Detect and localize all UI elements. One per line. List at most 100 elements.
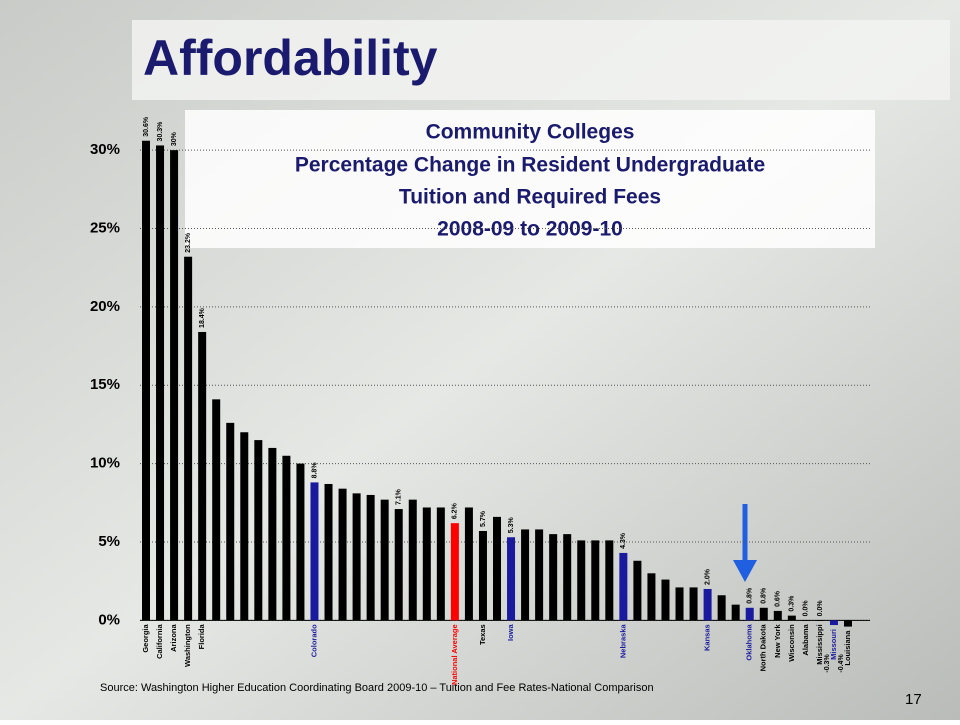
bar (801, 620, 810, 621)
bar (493, 516, 501, 621)
value-label: 0.0% (803, 600, 810, 617)
x-tick-label: Oklahoma (745, 624, 754, 661)
value-label: 0.6% (775, 590, 782, 607)
slide-title: Affordability (143, 30, 438, 86)
x-tick-label: Washington (183, 624, 192, 667)
x-tick-label: Texas (478, 624, 487, 645)
bar (156, 145, 165, 621)
bar (787, 615, 796, 621)
x-tick-label: Colorado (309, 624, 318, 657)
value-label: 4.3% (620, 532, 627, 549)
bar (507, 537, 516, 621)
bar (240, 432, 249, 621)
bar (226, 422, 235, 621)
bar (352, 493, 361, 621)
page-number: 17 (905, 691, 922, 708)
bar (591, 540, 600, 621)
x-tick-label: Louisiana (843, 630, 852, 666)
y-tick-label: 0% (98, 611, 120, 628)
bar (577, 540, 586, 621)
source: Source: Washington Higher Education Coor… (100, 682, 654, 694)
x-tick-label: Florida (197, 624, 206, 650)
value-label: 30.6% (143, 116, 150, 137)
value-label: -0.3% (824, 654, 831, 673)
y-tick-label: 5% (98, 533, 120, 550)
bar (310, 482, 319, 621)
chart-title: Community Colleges (426, 121, 635, 144)
bar (408, 499, 417, 621)
x-tick-label: Iowa (506, 624, 515, 641)
bar (198, 331, 207, 621)
value-label: 0.3% (789, 595, 796, 612)
bar (689, 587, 698, 621)
chart-title: 2008-09 to 2009-10 (437, 218, 623, 241)
chart-title-box (185, 110, 875, 248)
x-tick-label: Mississippi (815, 624, 824, 664)
x-tick-label: Missouri (829, 629, 838, 660)
bar (759, 607, 768, 621)
bar (422, 507, 431, 621)
chart-title: Tuition and Required Fees (399, 186, 661, 209)
bar (619, 552, 628, 621)
bar (535, 529, 544, 621)
value-label: 0.8% (761, 587, 768, 604)
bar (563, 534, 572, 621)
bar (605, 540, 614, 621)
bar (717, 595, 726, 621)
value-label: 30% (171, 131, 178, 146)
bar (142, 140, 150, 621)
bar (815, 620, 824, 621)
value-label: 5.3% (508, 517, 515, 534)
bar (268, 447, 277, 621)
x-tick-label: National Average (450, 624, 459, 685)
value-label: 2.0% (704, 568, 711, 585)
bar (436, 507, 445, 621)
value-label: 8.8% (311, 462, 318, 479)
x-tick-label: North Dakota (759, 624, 768, 672)
bar (731, 604, 740, 621)
y-tick-label: 20% (90, 298, 120, 315)
bar (324, 483, 333, 621)
bar (745, 607, 754, 621)
value-label: 7.1% (396, 488, 403, 505)
x-tick-label: Arizona (169, 624, 178, 652)
bar (394, 509, 403, 621)
y-tick-label: 15% (90, 376, 120, 393)
value-label: 23.2% (185, 232, 192, 253)
bar (282, 455, 291, 621)
bar (170, 150, 179, 621)
bar (773, 610, 782, 621)
bar (521, 529, 530, 621)
bar (450, 523, 459, 621)
x-tick-label: Alabama (801, 624, 810, 656)
arrow-head (733, 560, 757, 582)
bar (647, 573, 656, 621)
bar (184, 256, 193, 621)
bar (338, 488, 347, 621)
bar (212, 399, 221, 621)
bar (464, 507, 473, 621)
bar (633, 560, 642, 621)
value-label: 6.2% (452, 502, 459, 519)
value-label: 5.7% (480, 510, 487, 527)
value-label: 30.3% (157, 121, 164, 142)
bar (296, 463, 305, 621)
value-label: 0.8% (747, 587, 754, 604)
chart-title: Percentage Change in Resident Undergradu… (295, 154, 765, 177)
bar (829, 620, 838, 626)
value-label: 18.4% (199, 307, 206, 328)
x-tick-label: California (155, 624, 164, 659)
y-tick-label: 25% (90, 219, 120, 236)
x-tick-label: Nebraska (618, 624, 627, 659)
x-tick-label: Wisconsin (787, 624, 796, 662)
bar (380, 499, 389, 621)
bar (254, 440, 263, 621)
x-tick-label: New York (773, 624, 782, 658)
bar (703, 588, 712, 621)
x-tick-label: Georgia (141, 624, 150, 653)
bar (366, 494, 375, 621)
bar (549, 534, 558, 621)
value-label: 0.0% (817, 600, 824, 617)
bar (675, 587, 684, 621)
